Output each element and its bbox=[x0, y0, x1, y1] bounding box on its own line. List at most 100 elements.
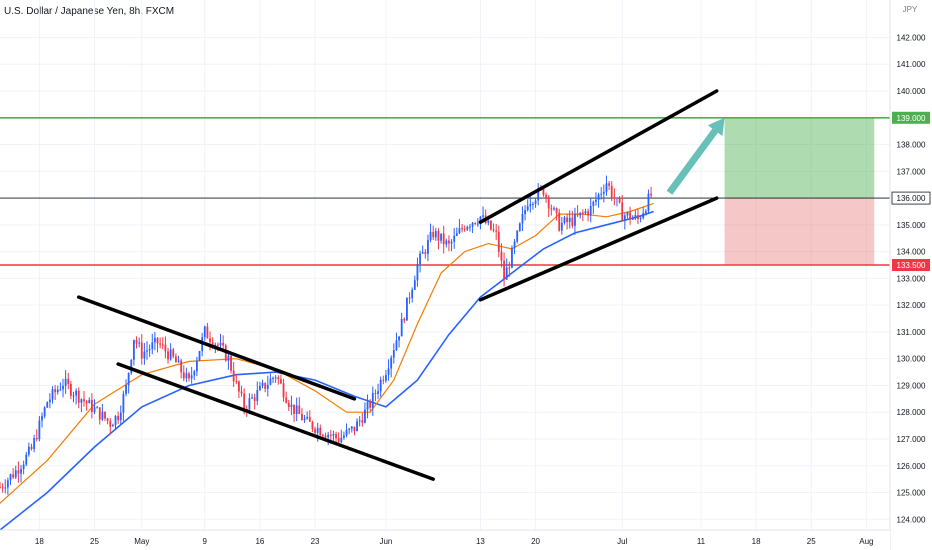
candle-body bbox=[253, 397, 256, 401]
time-tick-label: 13 bbox=[476, 537, 485, 546]
candle-body bbox=[1, 487, 4, 489]
candle-body bbox=[587, 211, 589, 216]
candle-body bbox=[458, 228, 461, 234]
candle-body bbox=[4, 487, 7, 489]
down-channel-upper bbox=[77, 295, 357, 401]
ma-slow-line bbox=[0, 210, 654, 531]
candle-body bbox=[513, 241, 516, 248]
candle-body bbox=[413, 280, 416, 290]
candle-body bbox=[490, 220, 492, 230]
candle-body bbox=[174, 356, 177, 363]
candle-body bbox=[440, 233, 442, 241]
candle-body bbox=[143, 351, 146, 359]
candle-body bbox=[114, 415, 117, 426]
candle-body bbox=[138, 342, 141, 344]
candle-body bbox=[505, 267, 508, 280]
candle-body bbox=[550, 208, 553, 210]
price-tick-label: 124.000 bbox=[897, 515, 926, 524]
candle-body bbox=[589, 205, 592, 216]
candle-body bbox=[398, 336, 400, 341]
candle-body bbox=[308, 416, 311, 422]
time-tick-label: 9 bbox=[203, 537, 208, 546]
time-tick-label: 25 bbox=[807, 537, 816, 546]
candle-body bbox=[67, 378, 70, 384]
candle-body bbox=[526, 206, 529, 211]
candle-body bbox=[27, 446, 30, 455]
candle-body bbox=[516, 230, 519, 242]
candle-body bbox=[584, 211, 587, 214]
channel-lines[interactable] bbox=[77, 89, 719, 481]
candle-body bbox=[521, 213, 524, 224]
candle-body bbox=[358, 420, 361, 422]
candle-body bbox=[0, 487, 1, 489]
profit-zone bbox=[724, 117, 875, 199]
candle-body bbox=[350, 426, 353, 429]
candle-body bbox=[285, 397, 288, 403]
candle-body bbox=[280, 379, 282, 384]
candle-body bbox=[182, 372, 185, 379]
down-channel-lower bbox=[116, 362, 435, 481]
candle-body bbox=[616, 197, 618, 199]
candle-body bbox=[644, 211, 647, 213]
price-tick-label: 137.000 bbox=[897, 167, 926, 176]
time-tick-label: 23 bbox=[311, 537, 320, 546]
candle-body bbox=[466, 226, 469, 230]
candle-body bbox=[558, 212, 561, 231]
candle-body bbox=[248, 398, 251, 410]
candle-body bbox=[48, 399, 51, 403]
candle-body bbox=[382, 379, 385, 381]
candle-body bbox=[111, 425, 114, 427]
candle-body bbox=[602, 191, 605, 194]
resistance-badge-label: 139.000 bbox=[897, 114, 926, 123]
candle-body bbox=[314, 429, 316, 433]
time-tick-label: 25 bbox=[90, 537, 99, 546]
last-price-badge bbox=[891, 191, 931, 205]
candle-body bbox=[432, 231, 435, 238]
candle-body bbox=[387, 368, 390, 375]
candle-body bbox=[167, 351, 169, 360]
candle-body bbox=[125, 385, 127, 394]
candle-body bbox=[408, 297, 411, 299]
candle-body bbox=[17, 470, 20, 474]
last-price-badge-label: 136.000 bbox=[897, 194, 926, 203]
candle-body bbox=[146, 350, 148, 352]
candle-body bbox=[437, 231, 440, 241]
candle-body bbox=[172, 349, 175, 357]
candle-body bbox=[96, 407, 99, 409]
candle-body bbox=[385, 374, 387, 381]
candle-body bbox=[361, 420, 364, 423]
candle-body bbox=[169, 349, 172, 360]
time-tick-label: 20 bbox=[531, 537, 540, 546]
candle-body bbox=[364, 409, 366, 423]
candle-body bbox=[290, 404, 293, 408]
candle-body bbox=[574, 213, 576, 226]
projection-arrow bbox=[666, 117, 725, 195]
candle-body bbox=[243, 393, 246, 410]
price-tick-label: 141.000 bbox=[897, 60, 926, 69]
candle-body bbox=[164, 344, 167, 352]
time-axis[interactable]: 18 25 May 9 16 23 Jun 13 20 Jul 11 18 25 Aug bbox=[0, 529, 890, 550]
candle-body bbox=[411, 289, 414, 299]
price-axis[interactable]: JPY 124.000 125.000 126.000 127.000 128.000 12… bbox=[889, 0, 932, 550]
candle-body bbox=[392, 350, 395, 358]
candle-body bbox=[427, 240, 429, 254]
position-zones bbox=[724, 117, 875, 265]
candle-body bbox=[581, 212, 584, 214]
candle-body bbox=[77, 390, 80, 403]
candle-body bbox=[479, 216, 482, 224]
candle-body bbox=[623, 215, 626, 221]
candle-body bbox=[93, 407, 96, 412]
candle-body bbox=[177, 360, 180, 363]
time-tick-label: Jun bbox=[379, 537, 392, 546]
price-tick-label: 125.000 bbox=[897, 489, 926, 498]
candle-body bbox=[560, 222, 563, 231]
candle-body bbox=[416, 264, 419, 281]
candle-body bbox=[500, 251, 503, 261]
candle-body bbox=[424, 252, 427, 254]
candle-body bbox=[251, 397, 253, 399]
candle-body bbox=[64, 378, 67, 386]
candle-body bbox=[555, 208, 558, 213]
candle-body bbox=[356, 421, 358, 432]
candle-body bbox=[469, 226, 471, 228]
